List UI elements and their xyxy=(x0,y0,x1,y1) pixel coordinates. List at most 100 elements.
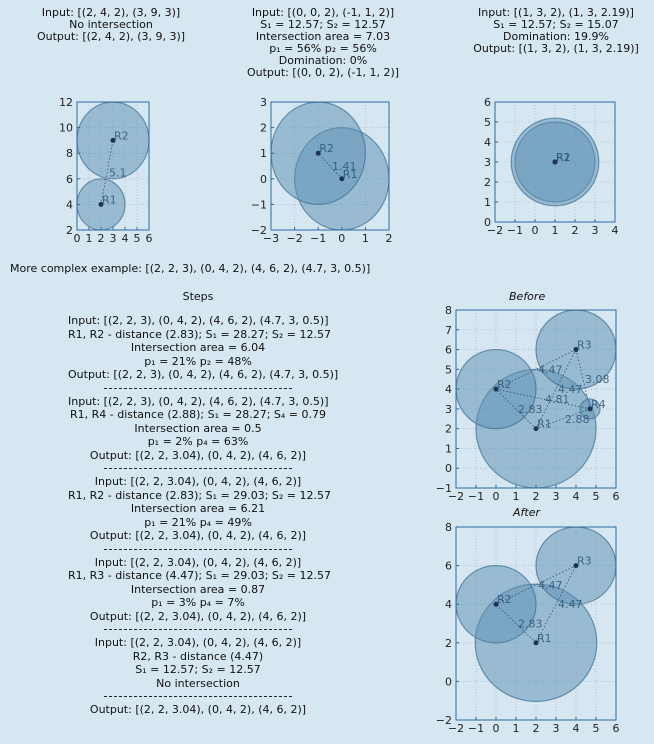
y-tick-label: −1 xyxy=(251,198,267,211)
x-tick-label: 2 xyxy=(98,232,105,245)
step-block: Input: [(2, 2, 3), (0, 4, 2), (4, 6, 2),… xyxy=(68,314,339,382)
text-line: S₁ = 12.57; S₂ = 12.57 xyxy=(260,18,386,31)
step-line: Intersection area = 0.5 xyxy=(134,421,262,435)
center-point xyxy=(339,176,345,182)
top-example-3-text: Input: [(1, 3, 2), (1, 3, 2.19)] S₁ = 12… xyxy=(466,7,646,55)
text-line: Output: [(2, 4, 2), (3, 9, 3)] xyxy=(36,30,186,43)
distance-label: 2.83 xyxy=(518,618,543,631)
y-tick-label: 5 xyxy=(484,116,491,129)
step-line: Intersection area = 0.87 xyxy=(130,582,266,596)
step-block: Input: [(2, 2, 3.04), (0, 4, 2), (4, 6, … xyxy=(68,475,331,543)
text-line: Input: [(2, 4, 2), (3, 9, 3)] xyxy=(41,6,181,19)
step-line: S₁ = 12.57; S₂ = 12.57 xyxy=(135,663,261,676)
distance-line xyxy=(495,349,577,390)
step-block: Input: [(2, 2, 3.04), (0, 4, 2), (4, 6, … xyxy=(68,555,332,624)
step-line: R1, R2 - distance (2.83); S₁ = 28.27; S₂… xyxy=(68,327,332,341)
x-tick-label: 1 xyxy=(513,722,520,735)
step-separator xyxy=(104,387,292,389)
distance-label: 3.08 xyxy=(585,373,610,386)
distance-label: 5.1 xyxy=(109,166,127,179)
y-tick-label: 0 xyxy=(445,462,452,475)
step-line: Output: [(2, 2, 3), (0, 4, 2), (4, 6, 2)… xyxy=(68,368,339,381)
step-line: Input: [(2, 2, 3.04), (0, 4, 2), (4, 6, … xyxy=(94,475,302,488)
step-block: Input: [(2, 2, 3.04), (0, 4, 2), (4, 6, … xyxy=(68,636,328,690)
distance-line xyxy=(495,565,577,605)
step-line: Output: [(2, 2, 3.04), (0, 4, 2), (4, 6,… xyxy=(89,703,307,716)
circle-label: R3 xyxy=(577,555,592,568)
x-tick-label: −1 xyxy=(468,722,484,735)
y-tick-label: 2 xyxy=(66,224,73,237)
center-point xyxy=(533,426,539,432)
step-separator xyxy=(104,468,292,469)
x-tick-label: −1 xyxy=(310,232,326,245)
y-tick-label: 1 xyxy=(445,442,452,455)
distance-label: 4.47 xyxy=(538,579,563,592)
y-tick-label: 3 xyxy=(260,96,267,109)
center-point xyxy=(98,201,104,207)
center-point xyxy=(587,406,593,412)
step-line: Input: [(2, 2, 3.04), (0, 4, 2), (4, 6, … xyxy=(94,636,302,649)
y-tick-label: 2 xyxy=(445,423,452,436)
text-line: Input: [(0, 0, 2), (-1, 1, 2)] xyxy=(251,6,395,19)
y-tick-label: 12 xyxy=(59,96,73,109)
y-tick-label: −1 xyxy=(436,482,452,495)
center-point xyxy=(493,386,499,392)
distance-label: 4.47 xyxy=(558,383,583,396)
y-tick-label: −2 xyxy=(436,714,452,727)
y-tick-label: 4 xyxy=(484,136,491,149)
step-line: p₁ = 3% p₄ = 7% xyxy=(151,596,245,609)
after-title: After xyxy=(513,506,541,519)
step-line: p₁ = 2% p₄ = 63% xyxy=(147,435,249,448)
text-line: Output: [(1, 3, 2), (1, 3, 2.19)] xyxy=(473,42,639,55)
y-tick-label: 3 xyxy=(484,156,491,169)
y-tick-label: 7 xyxy=(445,324,452,337)
y-tick-label: 6 xyxy=(445,560,452,573)
complex-example-label: More complex example: [(2, 2, 3), (0, 4,… xyxy=(10,262,371,275)
distance-label: 2.83 xyxy=(518,403,543,416)
circle-label: R2 xyxy=(319,142,334,155)
x-tick-label: 1 xyxy=(86,232,93,245)
step-line: Output: [(2, 2, 3.04), (0, 4, 2), (4, 6,… xyxy=(89,529,307,542)
step-separator xyxy=(104,629,292,630)
step-separator xyxy=(104,548,292,550)
x-tick-label: 5 xyxy=(593,722,600,735)
y-tick-label: −2 xyxy=(251,224,267,237)
x-tick-label: 5 xyxy=(593,490,600,503)
circle-label: R1 xyxy=(537,418,552,431)
circle-label: R4 xyxy=(591,398,606,411)
y-tick-label: 0 xyxy=(260,173,267,186)
x-tick-label: 0 xyxy=(338,232,345,245)
axes-frame xyxy=(270,101,390,231)
y-tick-label: 2 xyxy=(484,176,491,189)
y-tick-label: 5 xyxy=(445,363,452,376)
x-tick-label: 4 xyxy=(122,232,129,245)
distance-line xyxy=(535,349,577,429)
step-line: Intersection area = 6.04 xyxy=(130,341,266,354)
x-tick-label: 3 xyxy=(553,490,560,503)
center-point xyxy=(573,563,579,569)
top-example-2-text: Input: [(0, 0, 2), (-1, 1, 2)] S₁ = 12.5… xyxy=(238,7,408,79)
y-tick-label: 4 xyxy=(445,383,452,396)
y-tick-label: 8 xyxy=(445,304,452,317)
distance-line xyxy=(535,565,577,643)
circles-group xyxy=(271,102,389,230)
center-point xyxy=(493,601,499,607)
y-tick-label: 2 xyxy=(260,122,267,135)
distance-line xyxy=(495,603,537,644)
x-tick-label: 5 xyxy=(134,232,141,245)
step-line: Input: [(2, 2, 3.04), (0, 4, 2), (4, 6, … xyxy=(94,555,302,569)
x-tick-label: 0 xyxy=(493,490,500,503)
step-block: Input: [(2, 2, 3), (0, 4, 2), (4, 6, 2),… xyxy=(68,395,329,463)
text-line: Input: [(1, 3, 2), (1, 3, 2.19)] xyxy=(478,6,634,19)
step-line: R1, R3 - distance (4.47); S₁ = 29.03; S₂… xyxy=(68,569,332,582)
circles-group xyxy=(456,527,616,703)
center-point xyxy=(533,640,539,646)
steps-list: Input: [(2, 2, 3), (0, 4, 2), (4, 6, 2),… xyxy=(68,314,339,723)
x-tick-label: 2 xyxy=(386,232,393,245)
x-tick-label: 6 xyxy=(146,232,153,245)
